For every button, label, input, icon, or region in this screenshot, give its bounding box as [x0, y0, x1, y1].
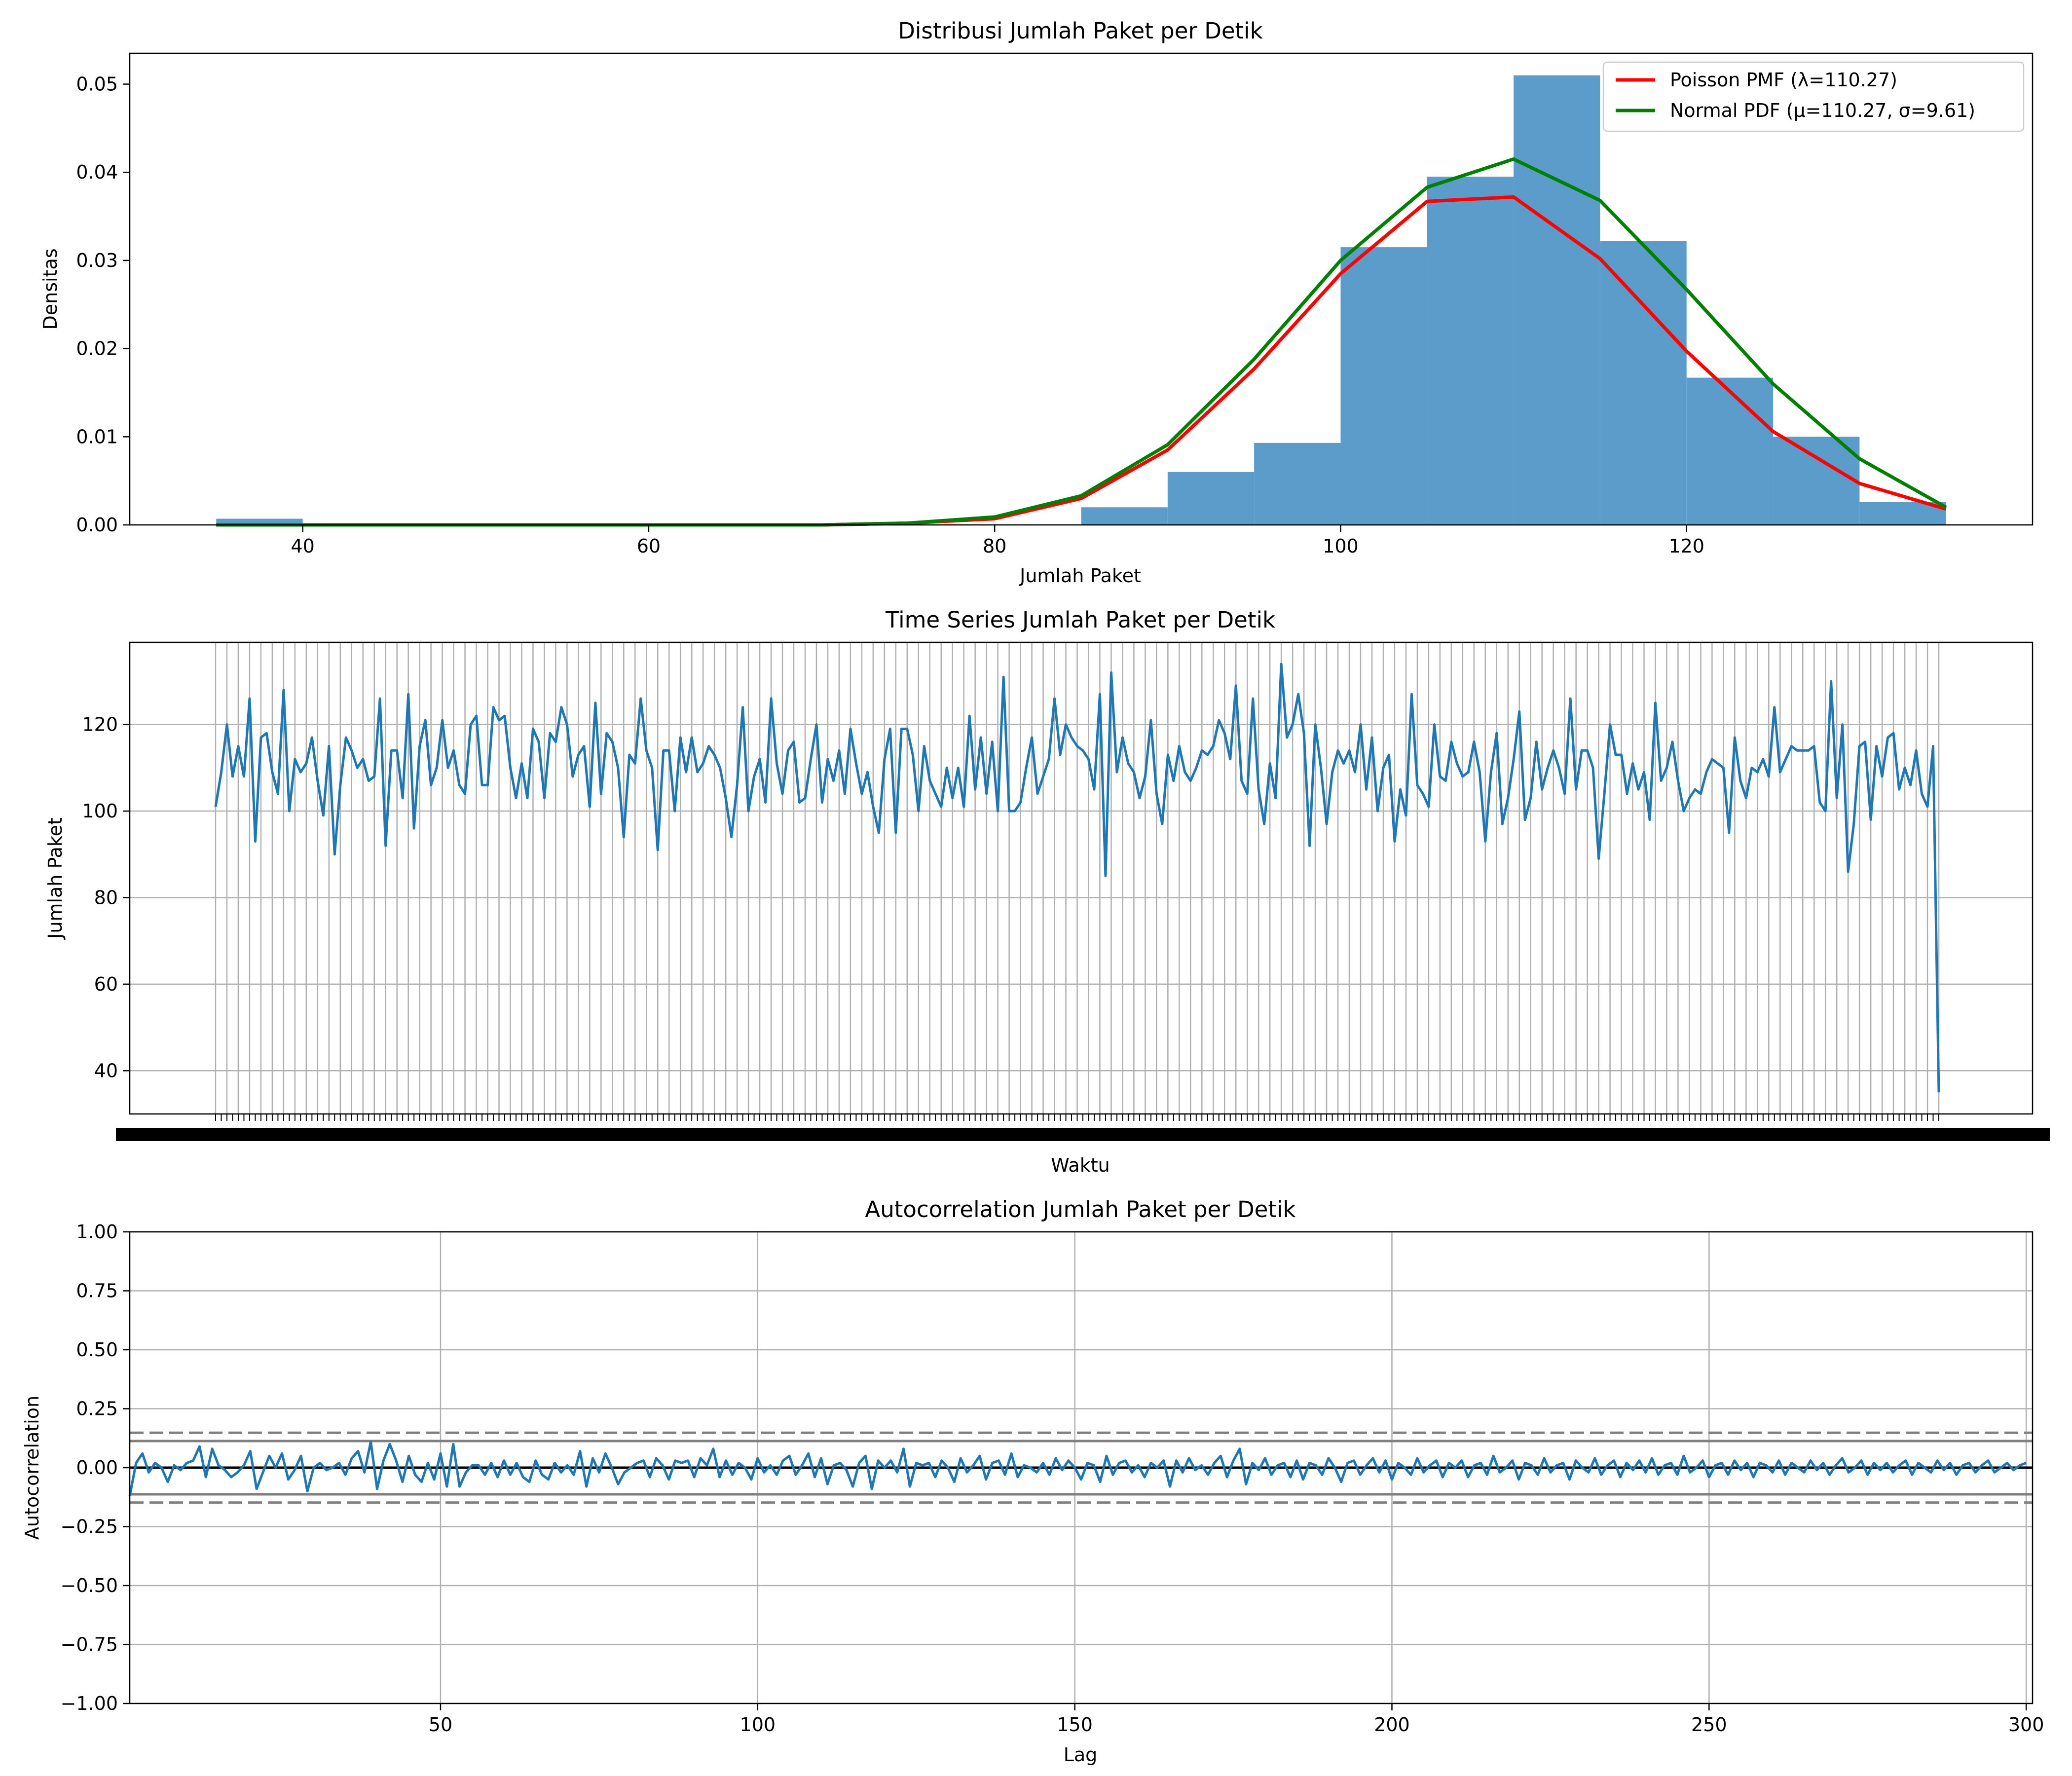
timeseries-y-ticks: 40 60 80 100 120 [82, 714, 130, 1081]
legend: Poisson PMF (λ=110.27) Normal PDF (μ=110… [1602, 61, 2025, 132]
histogram-title: Distribusi Jumlah Paket per Detik [898, 18, 1263, 44]
timeseries-axes-frame [129, 641, 2034, 1115]
y-tick-label: 80 [94, 887, 118, 908]
x-tick-label: 50 [429, 1714, 452, 1736]
histogram-bar [1686, 377, 1774, 525]
y-tick-label: 0.02 [76, 338, 118, 360]
y-tick-label: 60 [94, 973, 118, 995]
y-tick-label: 0.01 [76, 426, 118, 447]
y-tick-label: 0.00 [76, 1457, 118, 1479]
packet-count-series [214, 663, 1940, 1093]
x-tick-label: 60 [637, 535, 661, 557]
histogram-bar [1600, 241, 1687, 525]
x-tick-label: 150 [1057, 1714, 1093, 1736]
legend-label-normal: Normal PDF (μ=110.27, σ=9.61) [1670, 100, 1975, 121]
histogram-bar [1081, 507, 1168, 525]
histogram-bar [1167, 472, 1255, 525]
y-tick-label: 0.75 [76, 1280, 118, 1302]
x-tick-label: 250 [1691, 1714, 1727, 1736]
autocorrelation-panel: Autocorrelation Jumlah Paket per Detik 5… [21, 1196, 2044, 1766]
y-tick-label: 40 [94, 1060, 118, 1081]
histogram-bar [1514, 75, 1600, 525]
x-tick-label: 100 [1323, 535, 1359, 557]
x-tick-label: 120 [1668, 535, 1704, 557]
overlapping-timestamp-labels [116, 1128, 2050, 1141]
y-tick-label: 0.03 [76, 250, 118, 271]
histogram-axes-frame [129, 52, 2034, 526]
histogram-bar [1427, 177, 1514, 525]
autocorrelation-y-ticks: −1.00 −0.75 −0.50 −0.25 0.00 0.25 0.50 0.75 1.00 [61, 1221, 130, 1714]
y-tick-label: 100 [82, 800, 118, 822]
timeseries-title: Time Series Jumlah Paket per Detik [885, 607, 1275, 633]
timeseries-x-label: Waktu [1051, 1154, 1110, 1176]
x-tick-label: 40 [291, 535, 314, 557]
autocorrelation-y-label: Autocorrelation [21, 1396, 43, 1540]
y-tick-label: −0.25 [61, 1516, 118, 1538]
histogram-bar [1773, 437, 1860, 525]
histogram-y-ticks: 0.00 0.01 0.02 0.03 0.04 0.05 [76, 74, 130, 536]
y-tick-label: 0.50 [76, 1339, 118, 1361]
legend-label-poisson: Poisson PMF (λ=110.27) [1670, 69, 1897, 91]
autocorrelation-x-ticks: 50 100 150 200 250 300 [429, 1703, 2044, 1736]
y-tick-label: 0.25 [76, 1398, 118, 1420]
y-tick-label: −1.00 [61, 1693, 118, 1714]
y-tick-label: −0.75 [61, 1634, 118, 1656]
y-tick-label: 120 [82, 714, 118, 736]
x-tick-label: 200 [1374, 1714, 1410, 1736]
timeseries-y-label: Jumlah Paket [44, 817, 66, 940]
histogram-x-ticks: 40 60 80 100 120 [291, 525, 1704, 557]
y-tick-label: 0.00 [76, 514, 118, 536]
x-tick-label: 80 [983, 535, 1006, 557]
histogram-panel: Distribusi Jumlah Paket per Detik 40 60 80… [39, 18, 2034, 587]
histogram-y-label: Densitas [39, 248, 61, 330]
autocorrelation-series [128, 1440, 2027, 1496]
y-tick-label: 1.00 [76, 1221, 118, 1243]
y-tick-label: −0.50 [61, 1575, 118, 1596]
y-tick-label: 0.04 [76, 161, 118, 183]
timeseries-panel: Time Series Jumlah Paket per Detik 40 60 8… [44, 607, 2050, 1176]
timeseries-line [214, 663, 1940, 1093]
legend-box [1602, 61, 2025, 132]
autocorrelation-line [128, 1440, 2027, 1496]
histogram-bars [216, 75, 1946, 525]
autocorrelation-x-label: Lag [1064, 1744, 1098, 1766]
histogram-bar [1254, 443, 1341, 525]
x-tick-label: 300 [2008, 1714, 2044, 1736]
y-tick-label: 0.05 [76, 74, 118, 95]
histogram-x-label: Jumlah Paket [1019, 565, 1141, 587]
x-tick-label: 100 [740, 1714, 776, 1736]
histogram-bar [1340, 247, 1427, 525]
timeseries-x-ticks [116, 1114, 2050, 1141]
autocorrelation-title: Autocorrelation Jumlah Paket per Detik [865, 1196, 1295, 1222]
